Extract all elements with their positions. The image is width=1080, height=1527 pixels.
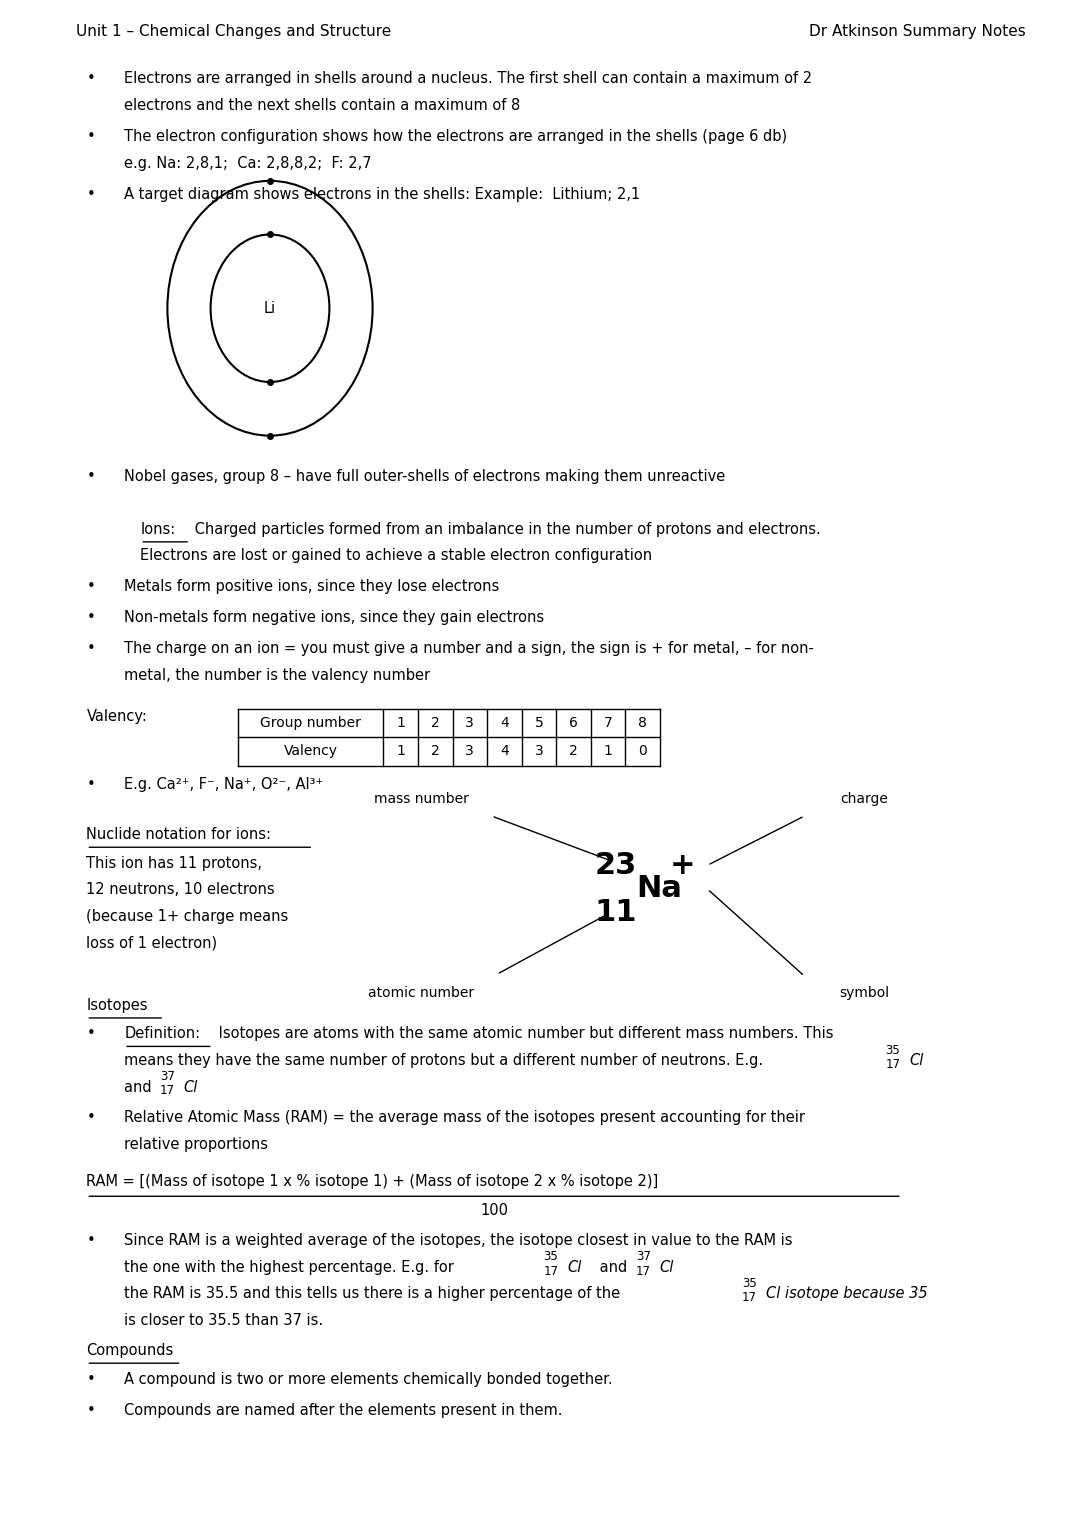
Text: •: • [86,1371,95,1387]
Text: •: • [86,777,95,793]
Text: Nuclide notation for ions:: Nuclide notation for ions: [86,828,271,843]
Text: 2: 2 [569,745,578,759]
Text: Non-metals form negative ions, since they gain electrons: Non-metals form negative ions, since the… [124,611,544,625]
Text: atomic number: atomic number [368,986,474,1000]
Text: 7: 7 [604,716,612,730]
Text: means they have the same number of protons but a different number of neutrons. E: means they have the same number of proto… [124,1054,768,1067]
Text: •: • [86,72,95,86]
Text: 23: 23 [595,851,637,880]
Text: is closer to 35.5 than 37 is.: is closer to 35.5 than 37 is. [124,1313,323,1328]
Text: charge: charge [840,793,888,806]
Text: Unit 1 – Chemical Changes and Structure: Unit 1 – Chemical Changes and Structure [76,24,391,38]
Text: 2: 2 [431,745,440,759]
Text: 1: 1 [396,716,405,730]
Text: Metals form positive ions, since they lose electrons: Metals form positive ions, since they lo… [124,579,499,594]
Text: symbol: symbol [839,986,889,1000]
Text: •: • [86,186,95,202]
Text: RAM = [(Mass of isotope 1 x % isotope 1) + (Mass of isotope 2 x % isotope 2)]: RAM = [(Mass of isotope 1 x % isotope 1)… [86,1174,659,1190]
Text: Li: Li [264,301,276,316]
Text: metal, the number is the valency number: metal, the number is the valency number [124,667,430,683]
Text: •: • [86,1403,95,1419]
Text: •: • [86,128,95,144]
Text: 1: 1 [396,745,405,759]
Text: •: • [86,611,95,625]
Text: Dr Atkinson Summary Notes: Dr Atkinson Summary Notes [809,24,1026,38]
Text: Valency: Valency [283,745,337,759]
Text: A compound is two or more elements chemically bonded together.: A compound is two or more elements chemi… [124,1371,612,1387]
Text: •: • [86,641,95,657]
Text: Cl: Cl [567,1260,581,1275]
Text: Compounds: Compounds [86,1344,174,1359]
Text: e.g. Na: 2,8,1;  Ca: 2,8,8,2;  F: 2,7: e.g. Na: 2,8,1; Ca: 2,8,8,2; F: 2,7 [124,156,372,171]
Text: •: • [86,1234,95,1248]
Text: Ions:: Ions: [140,522,176,538]
Text: The charge on an ion = you must give a number and a sign, the sign is + for meta: The charge on an ion = you must give a n… [124,641,814,657]
Text: 3: 3 [465,716,474,730]
Text: (because 1+ charge means: (because 1+ charge means [86,909,288,924]
Text: 0: 0 [638,745,647,759]
Text: 1: 1 [604,745,612,759]
Text: Cl: Cl [660,1260,674,1275]
Text: Electrons are lost or gained to achieve a stable electron configuration: Electrons are lost or gained to achieve … [140,548,652,563]
Text: 35: 35 [543,1251,558,1263]
Text: mass number: mass number [374,793,469,806]
Text: E.g. Ca²⁺, F⁻, Na⁺, O²⁻, Al³⁺: E.g. Ca²⁺, F⁻, Na⁺, O²⁻, Al³⁺ [124,777,323,793]
Text: Isotopes: Isotopes [86,999,148,1012]
Text: +: + [670,851,696,880]
Text: 3: 3 [535,745,543,759]
Text: 37: 37 [636,1251,651,1263]
Text: This ion has 11 protons,: This ion has 11 protons, [86,855,262,870]
Text: 37: 37 [160,1070,175,1083]
Text: Nobel gases, group 8 – have full outer-shells of electrons making them unreactiv: Nobel gases, group 8 – have full outer-s… [124,469,726,484]
Text: 17: 17 [886,1058,901,1070]
Text: relative proportions: relative proportions [124,1136,268,1151]
Text: 35: 35 [742,1277,757,1290]
Text: 35: 35 [886,1043,901,1057]
Text: Isotopes are atoms with the same atomic number but different mass numbers. This: Isotopes are atoms with the same atomic … [214,1026,834,1041]
Text: Compounds are named after the elements present in them.: Compounds are named after the elements p… [124,1403,563,1419]
Text: 100: 100 [481,1203,508,1219]
Text: Cl: Cl [184,1080,198,1095]
Text: •: • [86,1026,95,1041]
Text: 6: 6 [569,716,578,730]
Text: 17: 17 [742,1292,757,1304]
Text: Definition:: Definition: [124,1026,200,1041]
Text: Na: Na [636,875,681,904]
Text: A target diagram shows electrons in the shells: Example:  Lithium; 2,1: A target diagram shows electrons in the … [124,186,640,202]
Text: Charged particles formed from an imbalance in the number of protons and electron: Charged particles formed from an imbalan… [190,522,821,538]
Text: Cl isotope because 35: Cl isotope because 35 [766,1286,928,1301]
Text: 3: 3 [465,745,474,759]
Text: loss of 1 electron): loss of 1 electron) [86,936,217,950]
Text: 4: 4 [500,716,509,730]
Text: Electrons are arranged in shells around a nucleus. The first shell can contain a: Electrons are arranged in shells around … [124,72,812,86]
Text: 17: 17 [636,1264,651,1278]
Text: and: and [124,1080,157,1095]
Text: 4: 4 [500,745,509,759]
Text: Since RAM is a weighted average of the isotopes, the isotope closest in value to: Since RAM is a weighted average of the i… [124,1234,793,1248]
Text: The electron configuration shows how the electrons are arranged in the shells (p: The electron configuration shows how the… [124,128,787,144]
Text: 12 neutrons, 10 electrons: 12 neutrons, 10 electrons [86,883,275,898]
Text: Group number: Group number [260,716,361,730]
Text: and: and [595,1260,632,1275]
Text: electrons and the next shells contain a maximum of 8: electrons and the next shells contain a … [124,98,521,113]
Text: 17: 17 [543,1264,558,1278]
Text: Valency:: Valency: [86,709,147,724]
Text: •: • [86,469,95,484]
Text: 2: 2 [431,716,440,730]
Text: 17: 17 [160,1084,175,1098]
Text: •: • [86,579,95,594]
Text: 11: 11 [595,898,637,927]
Text: 5: 5 [535,716,543,730]
Text: Relative Atomic Mass (RAM) = the average mass of the isotopes present accounting: Relative Atomic Mass (RAM) = the average… [124,1110,806,1125]
Text: •: • [86,1110,95,1125]
Text: the RAM is 35.5 and this tells us there is a higher percentage of the: the RAM is 35.5 and this tells us there … [124,1286,625,1301]
Text: 8: 8 [638,716,647,730]
Text: the one with the highest percentage. E.g. for: the one with the highest percentage. E.g… [124,1260,459,1275]
Text: Cl: Cl [909,1054,923,1067]
